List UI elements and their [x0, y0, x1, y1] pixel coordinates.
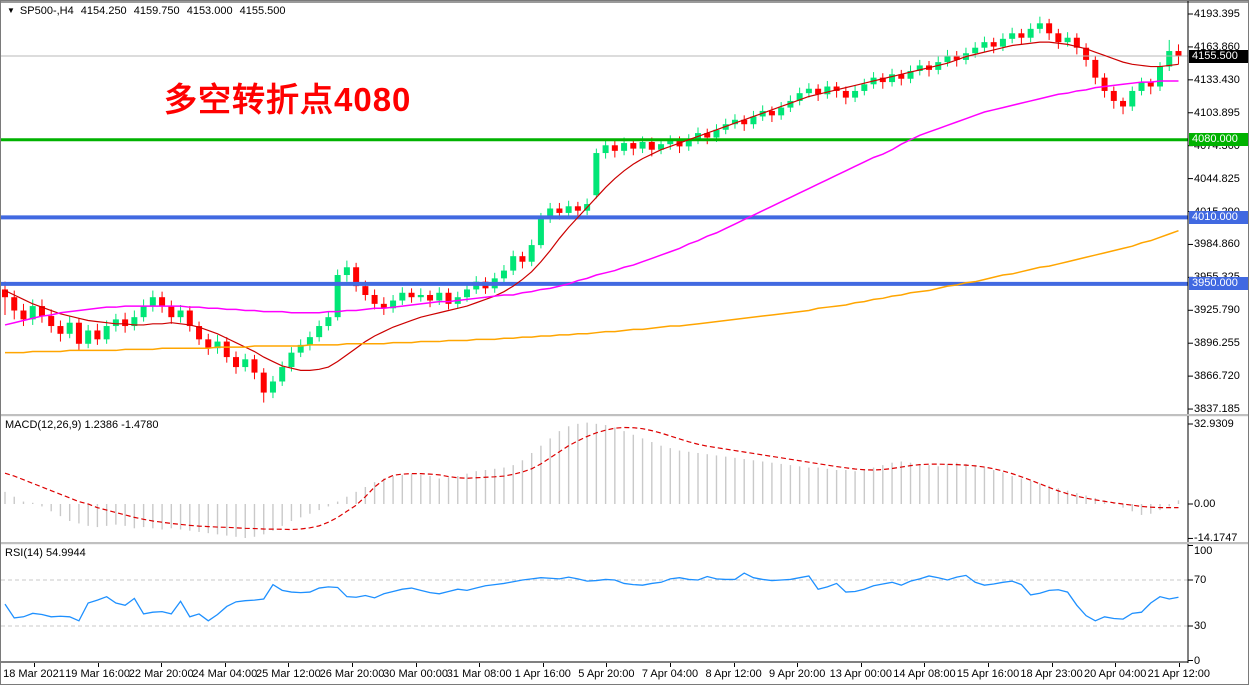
price-badge-4010.000[interactable]: 4010.000 [1189, 210, 1248, 224]
time-axis-label[interactable]: 25 Mar 12:00 [255, 668, 321, 680]
quote-close: 4155.500 [239, 5, 286, 17]
time-axis-label[interactable]: 8 Apr 12:00 [705, 668, 762, 680]
time-axis-label[interactable]: 7 Apr 04:00 [641, 668, 699, 680]
macd-histogram [4, 422, 1180, 539]
macd-pane[interactable]: MACD(12,26,9) 1.2386 -1.4780 [1, 416, 1248, 542]
ma-slow-line [5, 229, 1179, 354]
time-axis-tick [415, 663, 417, 667]
price-axis-tick: 4103.895 [1194, 106, 1240, 119]
time-axis-label[interactable]: 14 Apr 08:00 [893, 668, 956, 680]
time-axis-tick [1051, 663, 1053, 667]
time-axis-tick [733, 663, 735, 667]
time-axis-label[interactable]: 18 Mar 2021 [3, 668, 65, 680]
time-axis-tick [542, 663, 544, 667]
price-axis-tick: 3984.860 [1194, 238, 1240, 251]
quote-high: 4159.750 [133, 5, 180, 17]
time-axis-tick [161, 663, 163, 667]
macd-axis-tick: -14.1747 [1194, 532, 1238, 545]
time-axis-tick [670, 663, 671, 667]
time-axis-tick [224, 663, 226, 667]
rsi-pane[interactable]: RSI(14) 54.9944 [1, 544, 1248, 663]
price-axis-tick: 3896.255 [1194, 337, 1240, 350]
price-badge-4080.000[interactable]: 4080.000 [1189, 133, 1248, 147]
time-axis-label[interactable]: 31 Mar 08:00 [446, 668, 512, 680]
rsi-label: RSI(14) 54.9944 [5, 547, 86, 559]
macd-chart-svg [4, 416, 1193, 542]
time-axis-label[interactable]: 30 Mar 00:00 [383, 668, 449, 680]
time-axis-tick [352, 663, 353, 667]
time-axis-tick [924, 663, 926, 667]
price-axis-tick: 4133.430 [1194, 73, 1240, 86]
macd-signal-line [4, 426, 1179, 531]
price-pane[interactable] [1, 1, 1248, 414]
price-axis-tick: 4044.825 [1194, 172, 1240, 185]
price-axis-tick: 3925.790 [1194, 304, 1240, 317]
time-axis-tick [1178, 663, 1180, 667]
pane-splitter[interactable] [1, 542, 1248, 545]
time-axis-label[interactable]: 20 Apr 04:00 [1083, 668, 1147, 680]
price-axis-tick: 3837.185 [1194, 403, 1240, 416]
time-axis-label[interactable]: 15 Apr 16:00 [956, 668, 1020, 680]
rsi-axis-tick: 30 [1194, 620, 1207, 632]
time-axis-tick [606, 663, 608, 667]
rsi-line [4, 572, 1179, 622]
rsi-axis-tick: 70 [1194, 574, 1207, 586]
time-axis-tick [34, 663, 35, 667]
price-badge-3950.000[interactable]: 3950.000 [1189, 277, 1248, 291]
time-axis-label[interactable]: 13 Apr 00:00 [829, 668, 892, 680]
quote-low: 4153.000 [186, 5, 233, 17]
macd-axis-tick: 32.9309 [1194, 417, 1234, 430]
price-chart-svg [1, 1, 1193, 414]
time-axis-label[interactable]: 22 Mar 20:00 [128, 668, 194, 680]
price-axis-tick: 4193.395 [1194, 8, 1240, 20]
macd-axis-tick: 0.00 [1194, 498, 1216, 510]
time-axis-tick [288, 663, 290, 667]
time-axis-tick [479, 663, 481, 667]
time-axis-label[interactable]: 21 Apr 12:00 [1147, 668, 1210, 680]
time-axis-label[interactable]: 26 Mar 20:00 [319, 668, 385, 680]
rsi-axis-tick: 0 [1194, 654, 1201, 667]
time-axis-label[interactable]: 5 Apr 20:00 [578, 668, 635, 680]
ma-fast-line [4, 41, 1179, 371]
time-axis-label[interactable]: 18 Apr 23:00 [1020, 668, 1083, 680]
macd-label: MACD(12,26,9) 1.2386 -1.4780 [5, 419, 159, 431]
symbol-dropdown-icon[interactable]: ▼ [7, 6, 15, 15]
rsi-chart-svg [1, 544, 1193, 663]
annotation-text: 多空转折点4080 [164, 81, 412, 118]
candles [2, 16, 1182, 403]
quote-open: 4154.250 [80, 5, 127, 17]
rsi-axis-tick: 100 [1194, 545, 1213, 557]
time-axis-label[interactable]: 19 Mar 16:00 [65, 668, 131, 680]
time-axis-tick [97, 663, 99, 667]
symbol-timeframe-label: SP500-,H4 [19, 5, 74, 17]
time-axis-tick [860, 663, 862, 667]
time-axis-label[interactable]: 24 Mar 04:00 [192, 668, 258, 680]
time-axis-tick [988, 663, 989, 667]
time-axis[interactable]: 18 Mar 2021 19 Mar 16:00 22 Mar 20:00 24 Ma… [1, 663, 1248, 684]
price-badge-4155.500[interactable]: 4155.500 [1189, 49, 1248, 63]
ma-mid-line [4, 80, 1179, 326]
time-axis-tick [1115, 663, 1117, 667]
time-axis-tick [797, 663, 799, 667]
price-axis-tick: 3866.720 [1194, 370, 1240, 383]
time-axis-label[interactable]: 9 Apr 20:00 [769, 668, 826, 680]
chart-header: ▼ SP500-,H4 4154.250 4159.750 4153.000 41… [7, 5, 290, 17]
pane-splitter[interactable] [1, 414, 1248, 417]
time-axis-label[interactable]: 1 Apr 16:00 [514, 668, 571, 680]
